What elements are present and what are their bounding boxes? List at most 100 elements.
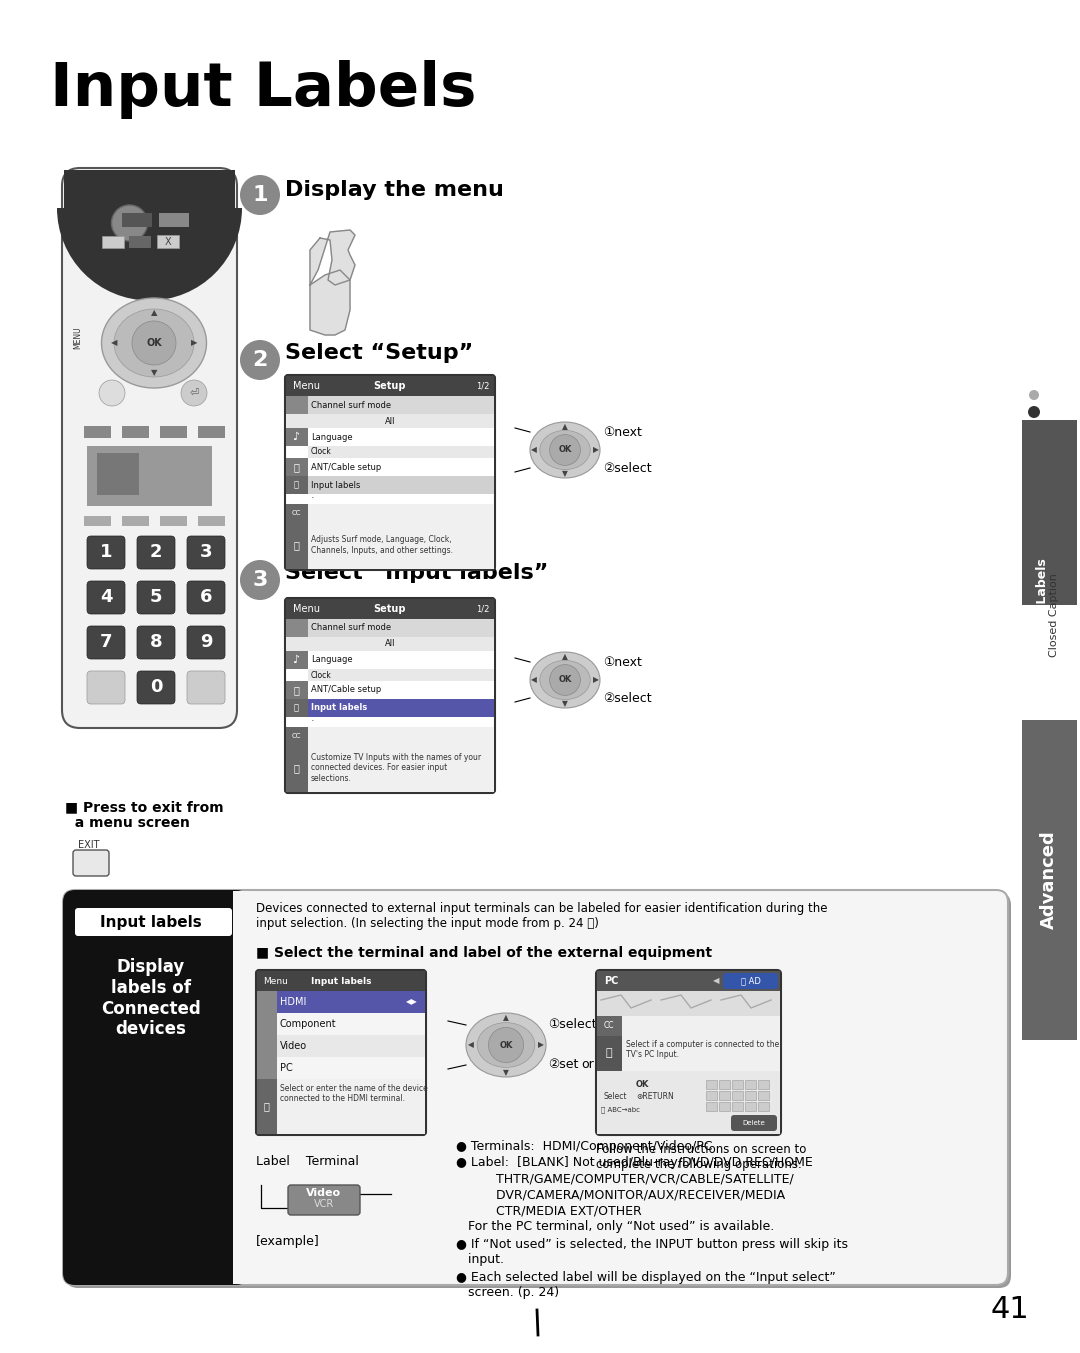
Bar — [286, 522, 308, 570]
Bar — [745, 1101, 756, 1111]
Bar — [84, 515, 111, 526]
Text: Input labels: Input labels — [100, 915, 202, 930]
Ellipse shape — [114, 308, 194, 377]
Text: 1/2: 1/2 — [475, 605, 489, 613]
Text: ⏱: ⏱ — [293, 685, 299, 695]
Text: ①select: ①select — [548, 1019, 596, 1031]
Text: All: All — [384, 640, 395, 648]
Text: CC: CC — [604, 1022, 615, 1031]
FancyBboxPatch shape — [596, 970, 781, 1135]
Bar — [706, 1101, 717, 1111]
Bar — [308, 396, 494, 414]
Text: 2: 2 — [253, 350, 268, 369]
Text: ▲: ▲ — [503, 1013, 509, 1023]
Text: Video: Video — [280, 1040, 307, 1051]
Bar — [286, 505, 308, 522]
Text: Select or enter the name of the device
connected to the HDMI terminal.: Select or enter the name of the device c… — [280, 1084, 428, 1104]
Bar — [198, 515, 225, 526]
Text: 41: 41 — [990, 1295, 1029, 1325]
Bar — [286, 376, 494, 396]
Bar — [286, 599, 494, 620]
Text: ♪: ♪ — [293, 432, 299, 442]
Text: ● If “Not used” is selected, the INPUT button press will skip its
   input.: ● If “Not used” is selected, the INPUT b… — [456, 1238, 848, 1266]
Circle shape — [550, 434, 580, 465]
Bar — [286, 459, 308, 476]
Bar — [286, 700, 308, 717]
Text: MENU: MENU — [73, 326, 82, 349]
Text: CTR/MEDIA EXT/OTHER: CTR/MEDIA EXT/OTHER — [456, 1204, 642, 1216]
Bar — [122, 212, 152, 227]
Text: Clock: Clock — [311, 671, 332, 679]
Bar — [286, 637, 494, 651]
Text: Input labels: Input labels — [311, 480, 361, 490]
Bar — [286, 746, 308, 792]
FancyBboxPatch shape — [137, 536, 175, 570]
Bar — [308, 505, 494, 522]
Bar — [160, 426, 187, 438]
Text: Channel surf mode: Channel surf mode — [311, 624, 391, 632]
Ellipse shape — [540, 660, 590, 700]
FancyBboxPatch shape — [87, 580, 125, 614]
Text: Channel surf mode: Channel surf mode — [311, 400, 391, 410]
Bar — [308, 700, 494, 717]
Text: OK: OK — [636, 1080, 649, 1089]
Circle shape — [240, 560, 280, 599]
Bar — [308, 681, 494, 700]
Text: ·: · — [311, 492, 314, 503]
Bar — [308, 476, 494, 494]
Text: Customize TV Inputs with the names of your
connected devices. For easier input
s: Customize TV Inputs with the names of yo… — [311, 754, 481, 783]
Bar — [276, 1057, 426, 1078]
Text: ◀: ◀ — [111, 338, 118, 348]
Bar — [597, 971, 780, 990]
Text: Follow the instructions on screen to
complete the following operations.: Follow the instructions on screen to com… — [596, 1143, 807, 1170]
Bar — [308, 522, 494, 570]
Bar — [64, 170, 235, 208]
Text: 8: 8 — [150, 633, 162, 651]
Text: ◀: ◀ — [468, 1040, 474, 1050]
Text: 3: 3 — [253, 570, 268, 590]
Text: ◀: ◀ — [531, 675, 537, 685]
Text: ·: · — [311, 716, 314, 727]
Text: ⊛RETURN: ⊛RETURN — [636, 1092, 674, 1101]
Bar — [286, 428, 308, 446]
Text: 🔧: 🔧 — [264, 1101, 269, 1111]
Bar — [758, 1101, 769, 1111]
FancyBboxPatch shape — [73, 850, 109, 875]
Text: Ⓜ ABC→abc: Ⓜ ABC→abc — [600, 1105, 640, 1112]
FancyBboxPatch shape — [62, 168, 237, 728]
Text: Display
labels of
Connected
devices: Display labels of Connected devices — [102, 958, 201, 1038]
Text: ▶: ▶ — [593, 675, 598, 685]
Text: ▼: ▼ — [562, 700, 568, 709]
Bar — [257, 971, 426, 990]
Bar — [198, 426, 225, 438]
FancyBboxPatch shape — [87, 671, 125, 704]
Bar — [157, 453, 199, 495]
Bar — [257, 990, 276, 1013]
Bar — [597, 1016, 622, 1036]
FancyBboxPatch shape — [63, 890, 248, 1285]
Circle shape — [99, 380, 125, 406]
Text: ● Each selected label will be displayed on the “Input select”
   screen. (p. 24): ● Each selected label will be displayed … — [456, 1270, 836, 1299]
Text: DVR/CAMERA/MONITOR/AUX/RECEIVER/MEDIA: DVR/CAMERA/MONITOR/AUX/RECEIVER/MEDIA — [456, 1188, 785, 1201]
Bar — [286, 396, 308, 414]
Ellipse shape — [102, 298, 206, 388]
Text: Menu: Menu — [293, 603, 320, 614]
Bar — [257, 1035, 276, 1057]
Bar — [622, 1036, 780, 1072]
Bar — [706, 1080, 717, 1089]
Circle shape — [181, 380, 207, 406]
Text: Delete: Delete — [743, 1120, 766, 1126]
Bar — [308, 668, 494, 681]
Text: ◀▶: ◀▶ — [406, 997, 418, 1007]
Circle shape — [111, 206, 148, 241]
Text: Select if a computer is connected to the
TV's PC Input.: Select if a computer is connected to the… — [626, 1040, 780, 1059]
FancyBboxPatch shape — [63, 890, 1008, 1285]
Circle shape — [550, 664, 580, 695]
Bar — [257, 1013, 276, 1035]
FancyBboxPatch shape — [723, 973, 778, 989]
Text: CC: CC — [292, 733, 300, 739]
FancyBboxPatch shape — [731, 1115, 777, 1131]
Text: ▶: ▶ — [191, 338, 198, 348]
Text: Input labels: Input labels — [311, 704, 367, 713]
Bar — [286, 476, 308, 494]
